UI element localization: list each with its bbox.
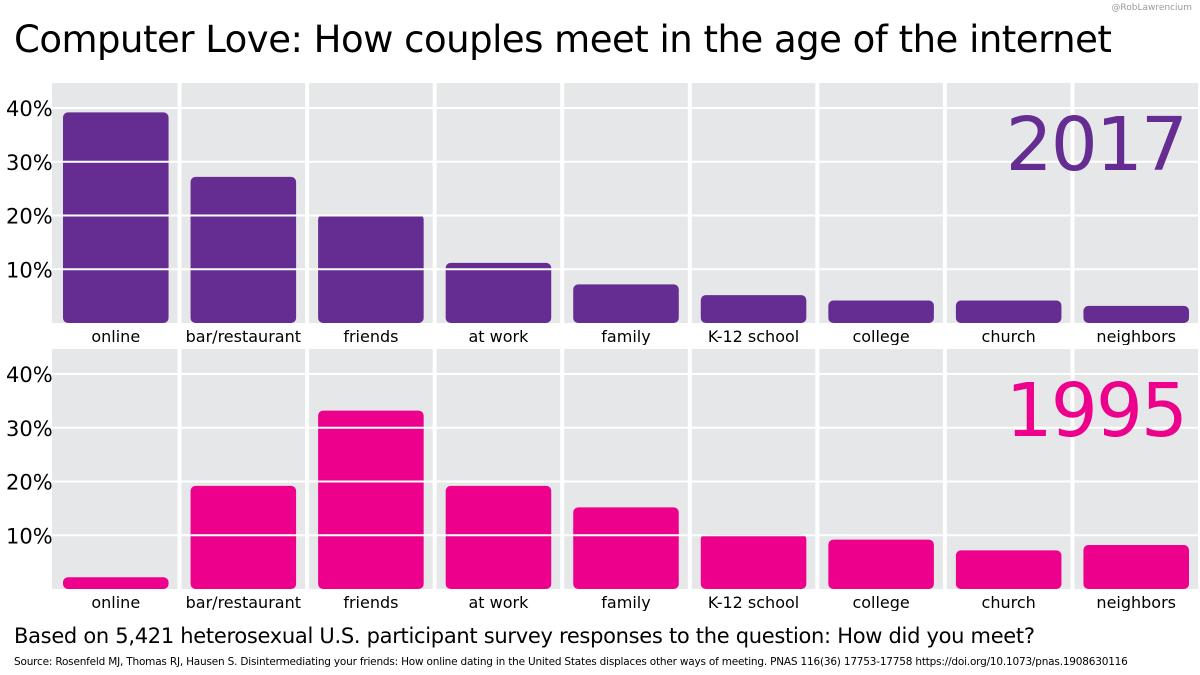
bar-church (955, 300, 1062, 323)
x-category-label: neighbors (1096, 327, 1176, 345)
y-tick-label: 40% (6, 97, 53, 121)
bar-at-work (445, 485, 552, 589)
x-category-label: at work (468, 593, 529, 611)
y-tick-label: 30% (6, 417, 53, 441)
source-citation: Source: Rosenfeld MJ, Thomas RJ, Hausen … (14, 656, 1128, 668)
bar-college (828, 300, 934, 323)
x-category-label: neighbors (1096, 593, 1176, 611)
panel-year-label: 1995 (1006, 368, 1186, 454)
chart-title: Computer Love: How couples meet in the a… (14, 18, 1112, 61)
plot-column-bg (946, 349, 1071, 589)
bar-at-work (445, 262, 552, 323)
x-category-label: family (601, 327, 650, 345)
bar-neighbors (1083, 545, 1189, 589)
plot-column-bg (819, 83, 943, 323)
bar-online (63, 577, 169, 589)
x-category-label: at work (468, 327, 529, 345)
x-category-label: church (982, 327, 1036, 345)
bar-family (573, 284, 679, 323)
bar-k-12-school (700, 534, 807, 589)
x-category-label: family (601, 593, 650, 611)
bar-church (955, 550, 1062, 589)
plot-column-bg (52, 349, 178, 589)
x-category-label: church (982, 593, 1036, 611)
plot-column-bg (564, 83, 688, 323)
panel-year-label: 2017 (1006, 102, 1186, 188)
credit-handle: @RobLawrencium (1111, 3, 1192, 13)
bar-bar-restaurant (190, 485, 297, 589)
chart-panel-1995: 10% 20% 30% 40% online bar/restaurant friends a… (6, 349, 1200, 611)
y-tick-label: 40% (6, 363, 53, 387)
y-tick-label: 10% (6, 258, 53, 282)
x-category-label: online (91, 593, 140, 611)
x-category-label: friends (343, 593, 398, 611)
plot-column-bg (691, 83, 816, 323)
bar-k-12-school (700, 295, 807, 323)
y-tick-label: 30% (6, 151, 53, 175)
plot-column-bg (946, 83, 1071, 323)
bar-family (573, 507, 679, 589)
bar-friends (318, 410, 424, 589)
x-category-label: friends (343, 327, 398, 345)
bar-bar-restaurant (190, 176, 297, 323)
x-category-label: online (91, 327, 140, 345)
survey-note: Based on 5,421 heterosexual U.S. partici… (14, 624, 1035, 648)
bar-neighbors (1083, 305, 1189, 323)
y-tick-label: 20% (6, 471, 53, 495)
y-tick-label: 10% (6, 524, 53, 548)
y-tick-label: 20% (6, 205, 53, 229)
plot-column-bg (1074, 83, 1198, 323)
x-category-label: K-12 school (708, 593, 799, 611)
x-category-label: bar/restaurant (186, 327, 301, 345)
x-category-label: K-12 school (708, 327, 799, 345)
chart-panel-2017: 10% 20% 30% 40% online bar/restaurant friends a… (6, 83, 1200, 345)
x-category-label: college (852, 327, 909, 345)
bar-online (63, 112, 169, 323)
bar-college (828, 539, 934, 589)
x-category-label: bar/restaurant (186, 593, 301, 611)
x-category-label: college (852, 593, 909, 611)
